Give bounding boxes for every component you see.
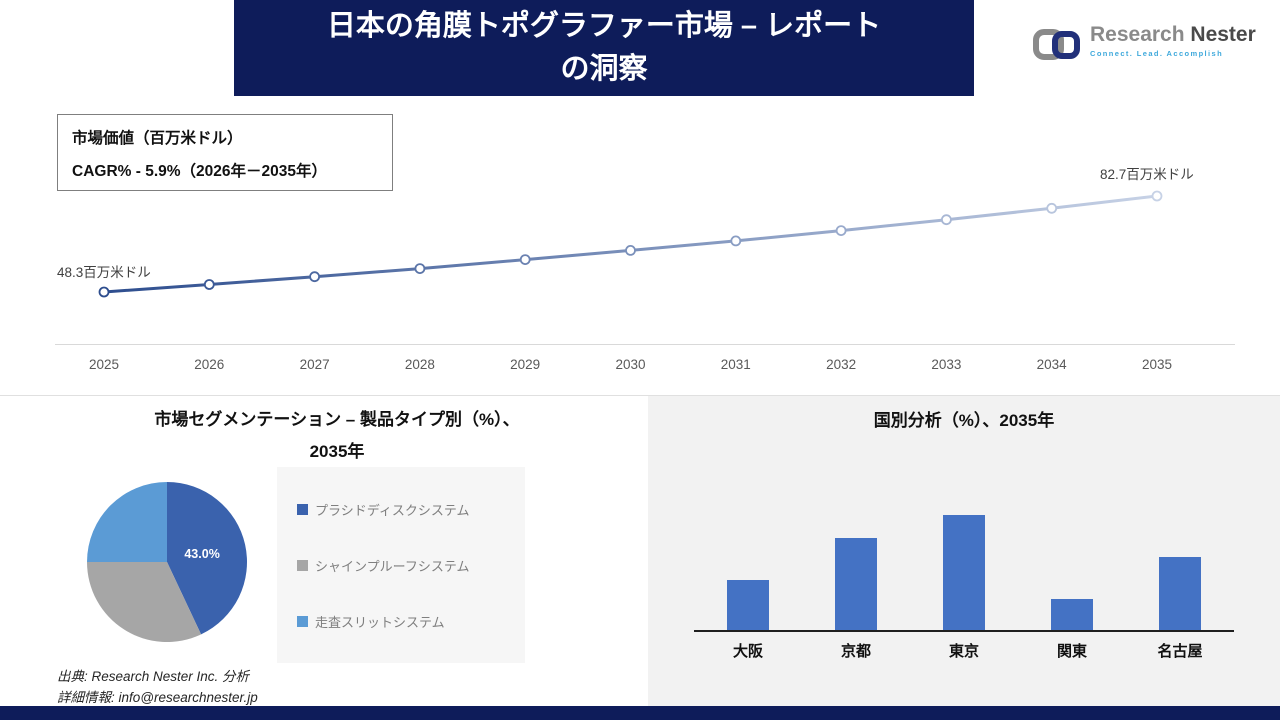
pie-chart-title-line2: 2035年 <box>309 442 365 461</box>
line-marker <box>203 279 215 290</box>
x-axis-labels: 2025 2026 2027 2028 2029 2030 2031 2032 2033 2034… <box>45 357 1205 377</box>
logo-tagline: Connect. Lead. Accomplish <box>1090 49 1224 58</box>
logo-name-research: Research <box>1090 23 1185 46</box>
legend-swatch <box>297 559 308 571</box>
bar-column <box>802 517 910 630</box>
bar-columns <box>694 515 1234 632</box>
line-marker <box>1046 202 1058 214</box>
legend-item: シャインプルーフシステム <box>297 556 525 575</box>
source-line2: 詳細情報: info@researchnester.jp <box>57 690 258 705</box>
line-marker <box>309 271 321 283</box>
line-marker <box>835 225 847 236</box>
x-axis-label: 2033 <box>931 357 962 372</box>
bar-chart-title: 国別分析（%）、2035年 <box>873 411 1055 430</box>
legend-label: シャインプルーフシステム <box>315 558 470 574</box>
pie-chart-title: 市場セグメンテーション – 製品タイプ別（%）、 2035年 <box>127 404 547 468</box>
x-axis-label: 2026 <box>194 357 225 372</box>
logo-text: Research Nester Connect. Lead. Accomplis… <box>1090 24 1256 59</box>
market-value-label-box: 市場価値（百万米ドル） CAGR% - 5.9%（2026年－2035年） <box>57 114 393 191</box>
bar-section: 国別分析（%）、2035年 大阪 京都 東京 関東 名古屋 <box>648 396 1280 706</box>
legend-item: プラシドディスクシステム <box>297 500 525 519</box>
pie-chart-title-line1: 市場セグメンテーション – 製品タイプ別（%）、 <box>154 410 520 429</box>
pie-slice <box>87 562 202 643</box>
bar-category-label: 関東 <box>1056 643 1087 660</box>
pie-chart-svg: 43.0% <box>87 482 248 643</box>
line-end-data-label: 82.7百万米ドル <box>1100 167 1194 182</box>
market-value-label: 市場価値（百万米ドル） <box>72 130 243 147</box>
line-series <box>103 194 1158 294</box>
x-axis-label: 2034 <box>1036 357 1067 372</box>
source-line1: 出典: Research Nester Inc. 分析 <box>57 669 250 684</box>
line-start-data-label: 48.3百万米ドル <box>57 265 151 280</box>
line-chart-svg <box>98 190 1163 298</box>
pie-slice <box>87 482 167 562</box>
bar-column <box>1018 517 1126 630</box>
page-title: 日本の角膜トポグラファー市場 – レポート の洞察 <box>234 0 974 96</box>
line-marker <box>625 245 636 256</box>
line-marker <box>1151 190 1163 202</box>
x-axis-label: 2032 <box>826 357 857 372</box>
page-title-line2: の洞察 <box>560 53 648 85</box>
pie-data-label: 43.0% <box>184 547 219 561</box>
x-axis-label: 2030 <box>615 357 646 372</box>
bar-category-label: 名古屋 <box>1157 643 1203 660</box>
logo-name-nester: Nester <box>1190 23 1256 46</box>
line-marker <box>414 263 426 274</box>
cagr-label: CAGR% - 5.9%（2026年－2035年） <box>72 163 327 180</box>
legend-swatch <box>297 615 308 627</box>
bar <box>727 579 769 630</box>
footer-bar <box>0 706 1280 720</box>
pie-slice <box>167 482 248 635</box>
x-axis-label: 2025 <box>88 357 120 372</box>
bar <box>1159 557 1201 630</box>
legend-swatch <box>297 503 308 515</box>
research-nester-logo: Research Nester Connect. Lead. Accomplis… <box>1032 24 1262 71</box>
line-marker <box>519 254 531 265</box>
bar <box>835 537 877 630</box>
x-axis-label: 2035 <box>1141 357 1173 372</box>
bar-category-label: 大阪 <box>732 643 763 660</box>
line-marker <box>98 286 110 298</box>
bar-labels: 大阪 京都 東京 関東 名古屋 <box>694 640 1234 661</box>
x-axis-label: 2028 <box>404 357 435 372</box>
x-axis-line <box>55 344 1235 345</box>
bar-column <box>694 517 802 630</box>
bar-column <box>1126 517 1234 630</box>
legend-item: 走査スリットシステム <box>297 612 525 631</box>
page-title-line1: 日本の角膜トポグラファー市場 – レポート <box>326 10 882 42</box>
bar-category-label: 京都 <box>840 643 871 660</box>
source-note: 出典: Research Nester Inc. 分析 詳細情報: info@r… <box>57 666 258 708</box>
x-axis-label: 2031 <box>720 357 751 372</box>
bar <box>943 515 985 630</box>
bar <box>1051 599 1093 630</box>
line-marker <box>941 214 952 226</box>
legend-label: 走査スリットシステム <box>315 614 445 630</box>
section-divider <box>0 395 1280 396</box>
research-nester-logo-icon <box>1032 24 1082 71</box>
x-axis-label: 2029 <box>510 357 541 372</box>
bar-column <box>910 515 1018 630</box>
bar-category-label: 東京 <box>948 643 979 660</box>
x-axis-label: 2027 <box>299 357 330 372</box>
legend-label: プラシドディスクシステム <box>315 502 470 518</box>
line-marker <box>730 235 742 247</box>
logo-name: Research Nester <box>1090 24 1256 46</box>
pie-legend: プラシドディスクシステム シャインプルーフシステム 走査スリットシステム <box>277 467 525 663</box>
pie-section: 市場セグメンテーション – 製品タイプ別（%）、 2035年 43.0% プラシ… <box>0 396 640 706</box>
